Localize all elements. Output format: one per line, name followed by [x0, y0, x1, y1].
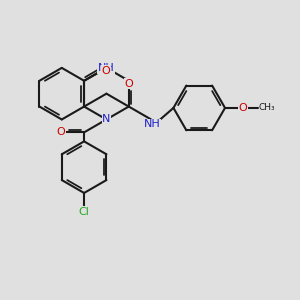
Text: NH: NH — [98, 63, 115, 73]
Text: O: O — [56, 128, 65, 137]
Text: O: O — [124, 79, 133, 89]
Text: Cl: Cl — [79, 207, 89, 217]
Text: O: O — [238, 103, 247, 113]
Text: O: O — [101, 66, 110, 76]
Text: CH₃: CH₃ — [259, 103, 275, 112]
Text: N: N — [102, 115, 111, 124]
Text: NH: NH — [143, 119, 160, 129]
